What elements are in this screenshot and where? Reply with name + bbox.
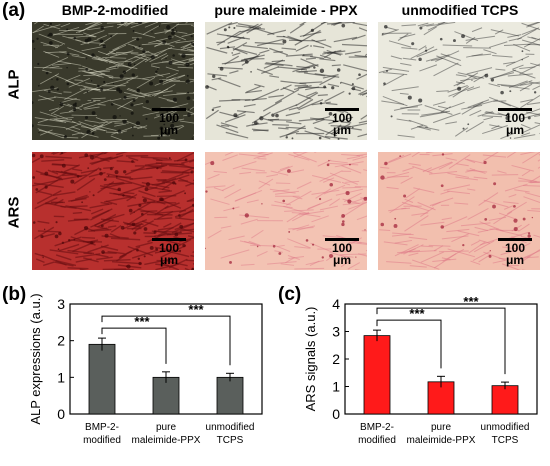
x-tick-label: maleimide-PPX bbox=[407, 435, 476, 446]
y-axis-label: ARS signals (a.u.) bbox=[303, 307, 318, 412]
bar-1 bbox=[153, 377, 179, 414]
x-tick-label: unmodified bbox=[206, 422, 255, 433]
x-tick-label: maleimide-PPX bbox=[132, 435, 201, 446]
scale-bar-label: 100 μm bbox=[150, 112, 188, 136]
x-tick-label: modified bbox=[358, 435, 396, 446]
column-heading-maleimide: pure maleimide - PPX bbox=[200, 2, 372, 18]
y-tick-label: 1 bbox=[332, 379, 340, 395]
chart-alp-expressions: 0 1 2 3 ALP expressions (a.u.) BMP-2- modified… bbox=[0, 290, 275, 466]
y-tick-label: 0 bbox=[57, 406, 65, 422]
micrograph-ars-bmp2: 100 μm bbox=[32, 152, 194, 270]
x-tick-label: BMP-2- bbox=[360, 422, 394, 433]
x-tick-label: TCPS bbox=[492, 435, 519, 446]
row-heading-alp: ALP bbox=[6, 65, 23, 105]
alp-bar-chart: 0 1 2 3 ALP expressions (a.u.) BMP-2- modified… bbox=[0, 290, 275, 461]
x-tick-label: pure bbox=[431, 422, 451, 433]
scale-bar-label: 100 μm bbox=[496, 112, 534, 136]
ars-bar-chart: 0 1 2 3 4 ARS signals (a.u.) BMP-2- modified pur… bbox=[275, 290, 550, 461]
y-tick-label: 1 bbox=[57, 369, 65, 385]
y-tick-label: 2 bbox=[332, 351, 340, 367]
scale-bar: 100 μm bbox=[496, 238, 534, 266]
significance-label-1: *** bbox=[188, 302, 204, 317]
micrograph-alp-maleimide: 100 μm bbox=[205, 22, 367, 140]
bar-0 bbox=[89, 344, 115, 414]
y-tick-label: 4 bbox=[332, 296, 340, 312]
scale-bar-label: 100 μm bbox=[496, 242, 534, 266]
y-axis-label: ALP expressions (a.u.) bbox=[28, 293, 43, 424]
y-tick-label: 3 bbox=[332, 324, 340, 340]
scale-bar: 100 μm bbox=[150, 108, 188, 136]
scale-bar: 100 μm bbox=[323, 238, 361, 266]
column-heading-bmp2: BMP-2-modified bbox=[32, 2, 198, 18]
x-tick-label: unmodified bbox=[481, 422, 530, 433]
row-heading-ars: ARS bbox=[6, 193, 23, 233]
scale-bar: 100 μm bbox=[496, 108, 534, 136]
y-tick-label: 0 bbox=[332, 406, 340, 422]
bar-2 bbox=[492, 386, 518, 414]
x-tick-label: modified bbox=[83, 435, 121, 446]
micrograph-alp-bmp2: 100 μm bbox=[32, 22, 194, 140]
scale-bar-label: 100 μm bbox=[150, 242, 188, 266]
x-tick-label: BMP-2- bbox=[85, 422, 119, 433]
y-tick-label: 2 bbox=[57, 333, 65, 349]
y-tick-label: 3 bbox=[57, 296, 65, 312]
chart-ars-signals: 0 1 2 3 4 ARS signals (a.u.) BMP-2- modified pur… bbox=[275, 290, 550, 466]
bar-2 bbox=[217, 377, 243, 414]
bar-0 bbox=[364, 336, 390, 414]
scale-bar: 100 μm bbox=[150, 238, 188, 266]
significance-label-1: *** bbox=[463, 294, 479, 309]
x-tick-label: TCPS bbox=[217, 435, 244, 446]
scale-bar: 100 μm bbox=[323, 108, 361, 136]
scale-bar-label: 100 μm bbox=[323, 242, 361, 266]
x-tick-label: pure bbox=[156, 422, 176, 433]
column-heading-tcps: unmodified TCPS bbox=[374, 2, 546, 18]
scale-bar-label: 100 μm bbox=[323, 112, 361, 136]
micrograph-ars-maleimide: 100 μm bbox=[205, 152, 367, 270]
micrograph-alp-tcps: 100 μm bbox=[378, 22, 540, 140]
micrograph-ars-tcps: 100 μm bbox=[378, 152, 540, 270]
panel-label-a: (a) bbox=[2, 0, 25, 22]
